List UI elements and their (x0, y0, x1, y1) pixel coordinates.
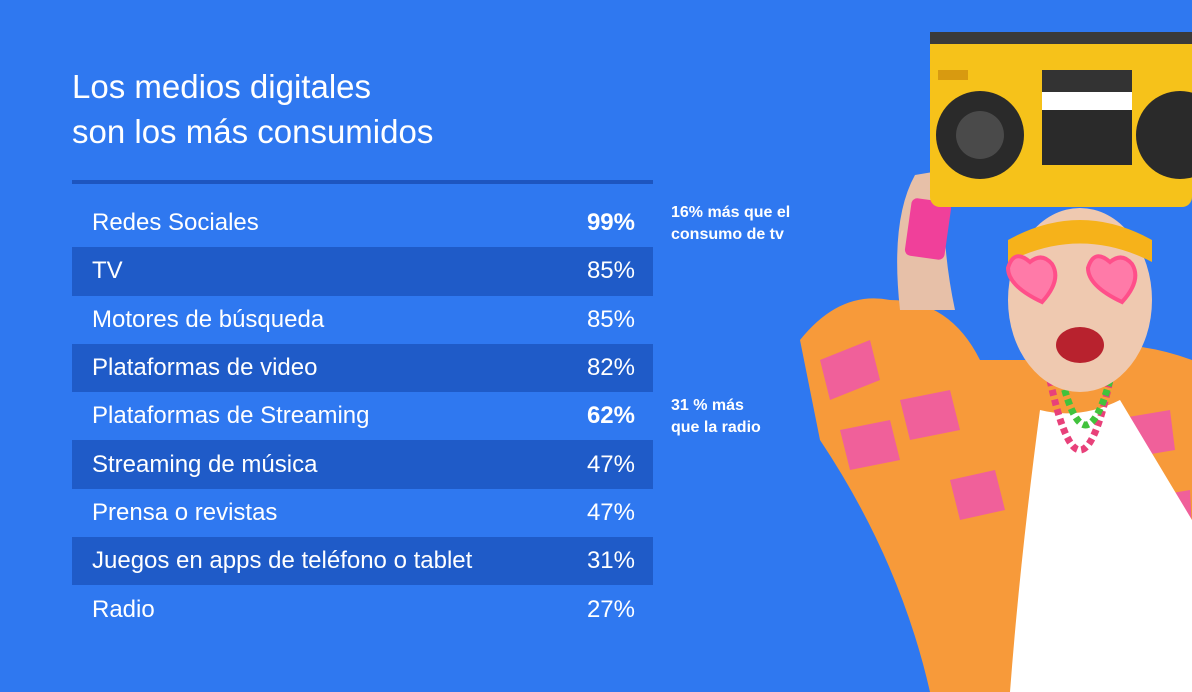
table-row: Motores de búsqueda 85% (72, 296, 653, 344)
row-label: Motores de búsqueda (92, 305, 325, 333)
table-row: Juegos en apps de teléfono o tablet 31% (72, 537, 653, 586)
face-shape (1008, 208, 1152, 392)
table-row: Radio 27% (72, 585, 653, 633)
title-divider (72, 180, 653, 184)
row-value: 27% (586, 595, 635, 623)
annotation-social-vs-tv: 16% más que el consumo de tv (671, 202, 790, 246)
table-row: Plataformas de video 82% (72, 343, 653, 393)
row-label: Redes Sociales (92, 209, 259, 237)
annotation-line: que la radio (671, 419, 761, 436)
table-row: Prensa o revistas 47% (72, 489, 653, 537)
row-label: Streaming de música (92, 450, 318, 478)
row-label: Plataformas de Streaming (92, 402, 370, 430)
table-row: TV 85% (72, 247, 653, 296)
row-value: 62% (586, 402, 635, 430)
row-label: Plataformas de video (92, 354, 318, 382)
row-value: 31% (586, 547, 635, 575)
row-label: TV (92, 257, 123, 285)
annotation-streaming-vs-radio: 31 % más que la radio (671, 395, 761, 439)
page-title: Los medios digitales son los más consumi… (72, 64, 632, 154)
row-value: 82% (586, 354, 635, 382)
row-value: 85% (586, 305, 635, 333)
row-value: 99% (586, 209, 635, 237)
annotation-line: 16% más que el (671, 204, 791, 221)
row-label: Radio (92, 595, 155, 623)
row-label: Prensa o revistas (92, 498, 278, 526)
table-row: Redes Sociales 99% (72, 199, 653, 247)
table-row: Plataformas de Streaming 62% (72, 392, 653, 440)
row-value: 47% (586, 498, 635, 526)
media-consumption-table: Redes Sociales 99% TV 85% Motores de bús… (72, 199, 653, 634)
woman-with-boombox-photo (800, 32, 1192, 692)
row-value: 47% (586, 450, 635, 478)
annotation-line: 31 % más (671, 397, 744, 414)
table-row: Streaming de música 47% (72, 440, 653, 489)
row-value: 85% (586, 257, 635, 285)
annotation-line: consumo de tv (671, 226, 784, 243)
title-line-1: Los medios digitales (72, 68, 371, 105)
title-line-2: son los más consumidos (72, 113, 434, 150)
row-label: Juegos en apps de teléfono o tablet (92, 547, 473, 575)
